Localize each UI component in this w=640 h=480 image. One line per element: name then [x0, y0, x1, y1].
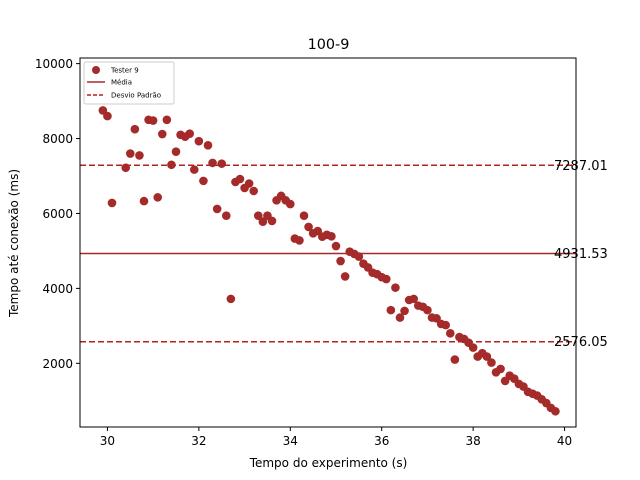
data-point — [139, 196, 149, 206]
data-point — [386, 305, 396, 315]
data-point — [400, 306, 409, 316]
data-point — [103, 111, 112, 121]
data-point — [381, 274, 391, 284]
data-point — [189, 165, 199, 174]
mean-line-label: 4931.53 — [554, 247, 608, 262]
lower-std-line-label: 2576.05 — [554, 335, 608, 350]
plot-frame — [79, 57, 577, 428]
x-tick-label: 32 — [191, 434, 206, 448]
data-point — [226, 294, 236, 304]
data-point — [327, 232, 336, 241]
data-point — [221, 211, 231, 221]
data-point — [496, 364, 505, 374]
y-tick-label: 2000 — [42, 357, 73, 371]
data-point — [157, 129, 167, 139]
data-point — [395, 313, 405, 322]
legend-marker-series — [92, 66, 100, 74]
data-point — [441, 320, 451, 330]
data-point — [203, 140, 213, 150]
y-axis-title: Tempo até conexão (ms) — [7, 169, 21, 318]
plot-area: 7287.01 4931.53 2576.05 — [79, 57, 608, 428]
data-point — [267, 216, 277, 226]
legend-label-std: Desvio Padrão — [111, 92, 161, 100]
data-point — [208, 158, 217, 168]
x-tick-label: 40 — [557, 434, 572, 448]
data-point — [423, 305, 432, 315]
data-point — [336, 256, 345, 266]
x-tick-label: 34 — [283, 434, 298, 448]
legend-label-mean: Média — [111, 79, 132, 87]
data-point — [551, 406, 560, 416]
data-point — [249, 186, 259, 196]
data-point — [331, 241, 341, 251]
data-point — [148, 116, 158, 125]
data-point — [121, 163, 131, 173]
upper-std-line-label: 7287.01 — [554, 159, 608, 174]
y-axis: 2000 4000 6000 8000 10000 — [35, 57, 80, 371]
data-point — [217, 159, 227, 168]
legend-box — [83, 61, 175, 105]
data-point — [253, 211, 263, 221]
data-point — [450, 355, 460, 364]
data-point — [391, 283, 400, 292]
data-point — [212, 204, 222, 214]
x-axis: 30 32 34 36 38 40 — [100, 427, 572, 448]
data-point — [153, 193, 163, 202]
data-point — [235, 174, 245, 184]
data-point — [304, 222, 313, 232]
data-point — [125, 149, 135, 158]
data-point — [185, 129, 195, 138]
x-tick-label: 36 — [374, 434, 389, 448]
data-point — [194, 136, 204, 146]
data-point — [199, 176, 208, 186]
x-axis-title: Tempo do experimento (s) — [249, 456, 408, 470]
data-point — [299, 211, 309, 221]
data-point — [171, 147, 181, 156]
data-point — [162, 115, 172, 125]
data-point — [135, 151, 144, 160]
data-point — [340, 272, 350, 281]
data-point — [258, 217, 268, 227]
data-point — [130, 124, 140, 134]
data-point — [285, 199, 295, 209]
data-point — [295, 236, 304, 245]
data-point — [487, 358, 496, 367]
data-point — [244, 179, 254, 188]
data-point — [409, 294, 419, 304]
y-tick-label: 10000 — [35, 57, 73, 71]
y-tick-label: 4000 — [42, 282, 73, 296]
data-point — [354, 252, 364, 261]
data-point — [445, 329, 455, 338]
data-point — [468, 343, 478, 352]
x-tick-label: 30 — [100, 434, 115, 448]
legend: Tester 9 Média Desvio Padrão — [83, 61, 175, 105]
y-tick-label: 8000 — [42, 132, 73, 146]
legend-label-series: Tester 9 — [110, 67, 139, 75]
data-point — [482, 352, 492, 361]
data-point — [167, 160, 176, 170]
y-tick-label: 6000 — [42, 207, 73, 221]
data-point — [107, 198, 117, 208]
chart-title: 100-9 — [308, 37, 350, 53]
x-tick-label: 38 — [466, 434, 481, 448]
